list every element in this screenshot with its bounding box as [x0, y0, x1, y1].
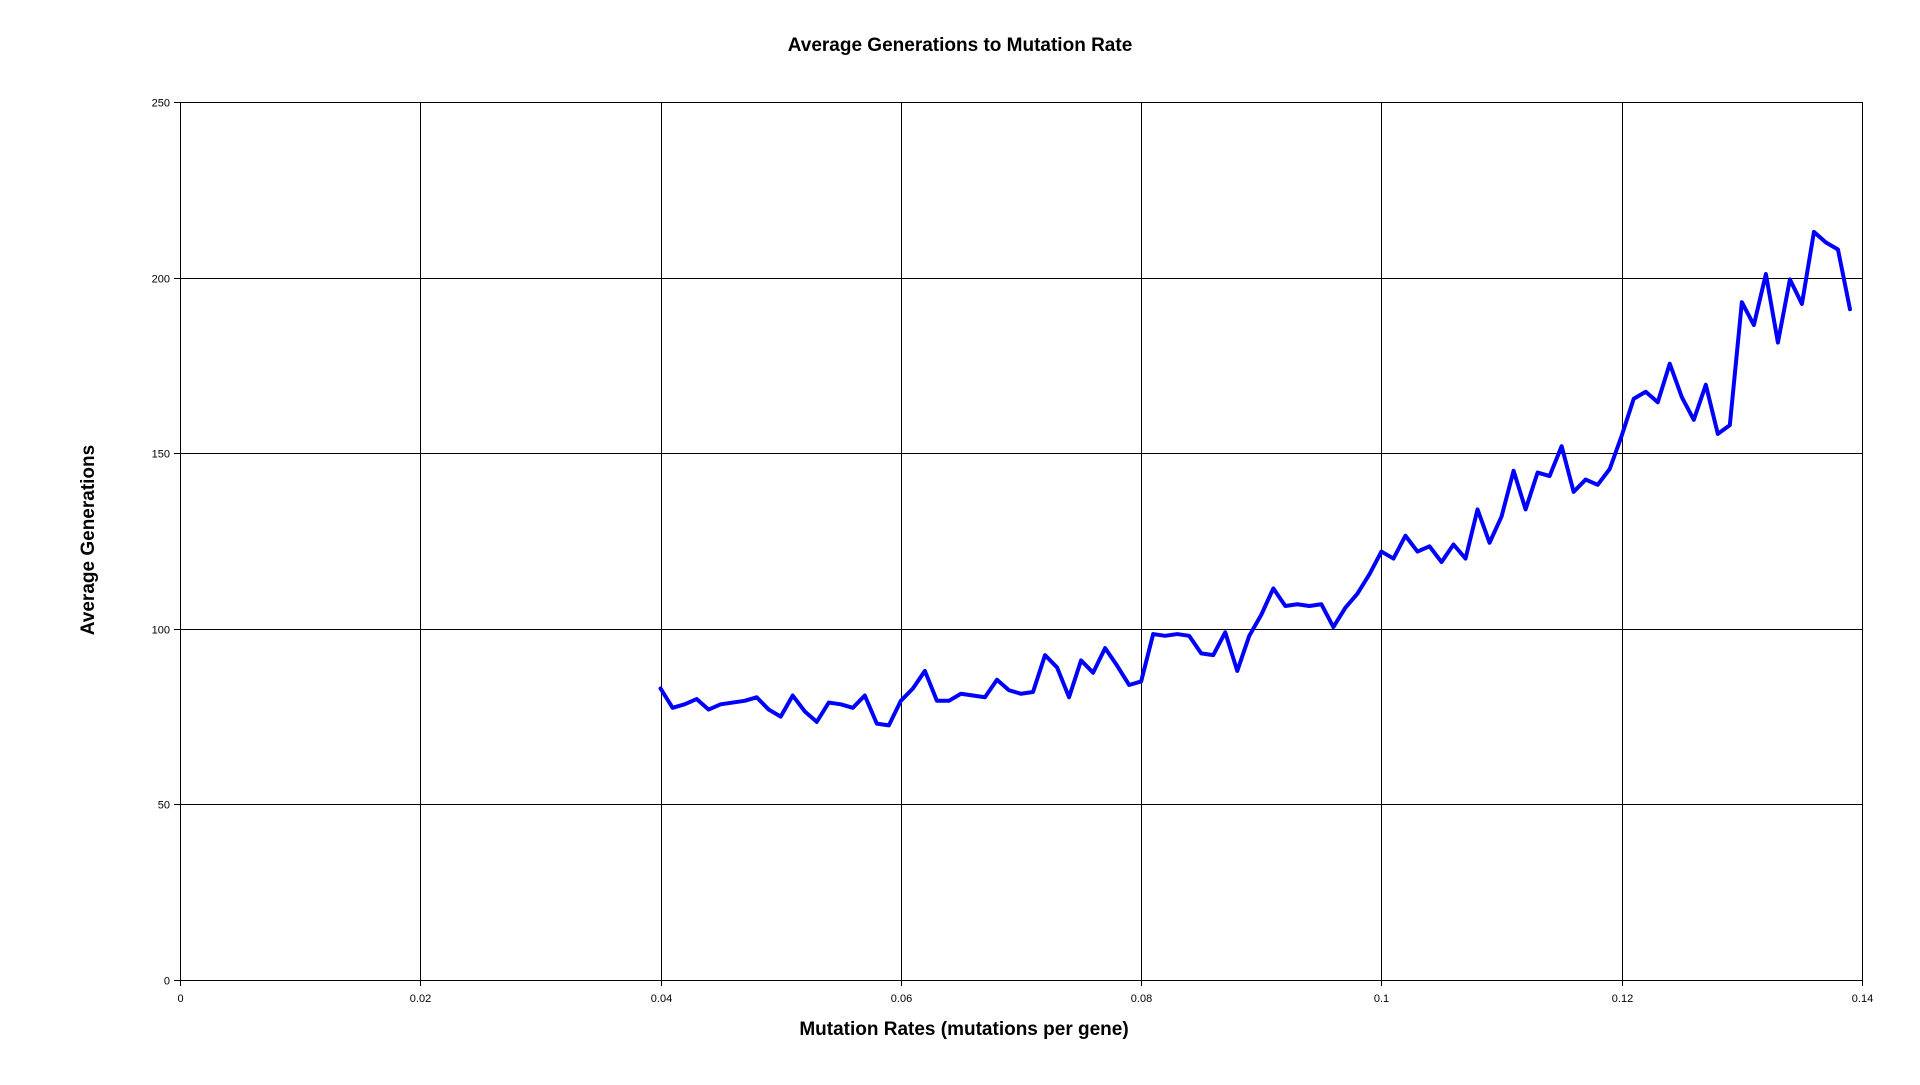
x-tick-label: 0.08	[1131, 993, 1152, 1005]
y-tick-label: 100	[152, 625, 170, 637]
x-tick-label: 0.14	[1852, 993, 1873, 1005]
x-tick-label: 0.04	[651, 993, 672, 1005]
x-tick-label: 0.06	[891, 993, 912, 1005]
y-tick-label: 200	[152, 274, 170, 286]
x-axis-label: Mutation Rates (mutations per gene)	[799, 1019, 1128, 1040]
y-tick-label: 0	[164, 976, 170, 988]
grid	[174, 102, 1863, 986]
chart-title: Average Generations to Mutation Rate	[788, 35, 1133, 56]
y-axis-label: Average Generations	[78, 445, 99, 635]
x-tick-label: 0	[177, 993, 183, 1005]
y-tick-label: 150	[152, 449, 170, 461]
x-tick-label: 0.12	[1612, 993, 1633, 1005]
x-tick-label: 0.02	[410, 993, 431, 1005]
y-tick-label: 250	[152, 98, 170, 110]
x-tick-label: 0.1	[1374, 993, 1389, 1005]
series-layer	[658, 229, 1852, 728]
series-line	[658, 229, 1852, 728]
y-tick-label: 50	[158, 800, 170, 812]
tick-labels: 0 0.02 0.04 0.06 0.08 0.1 0.12 0.14 0 50 100 150 200…	[152, 98, 1874, 1006]
